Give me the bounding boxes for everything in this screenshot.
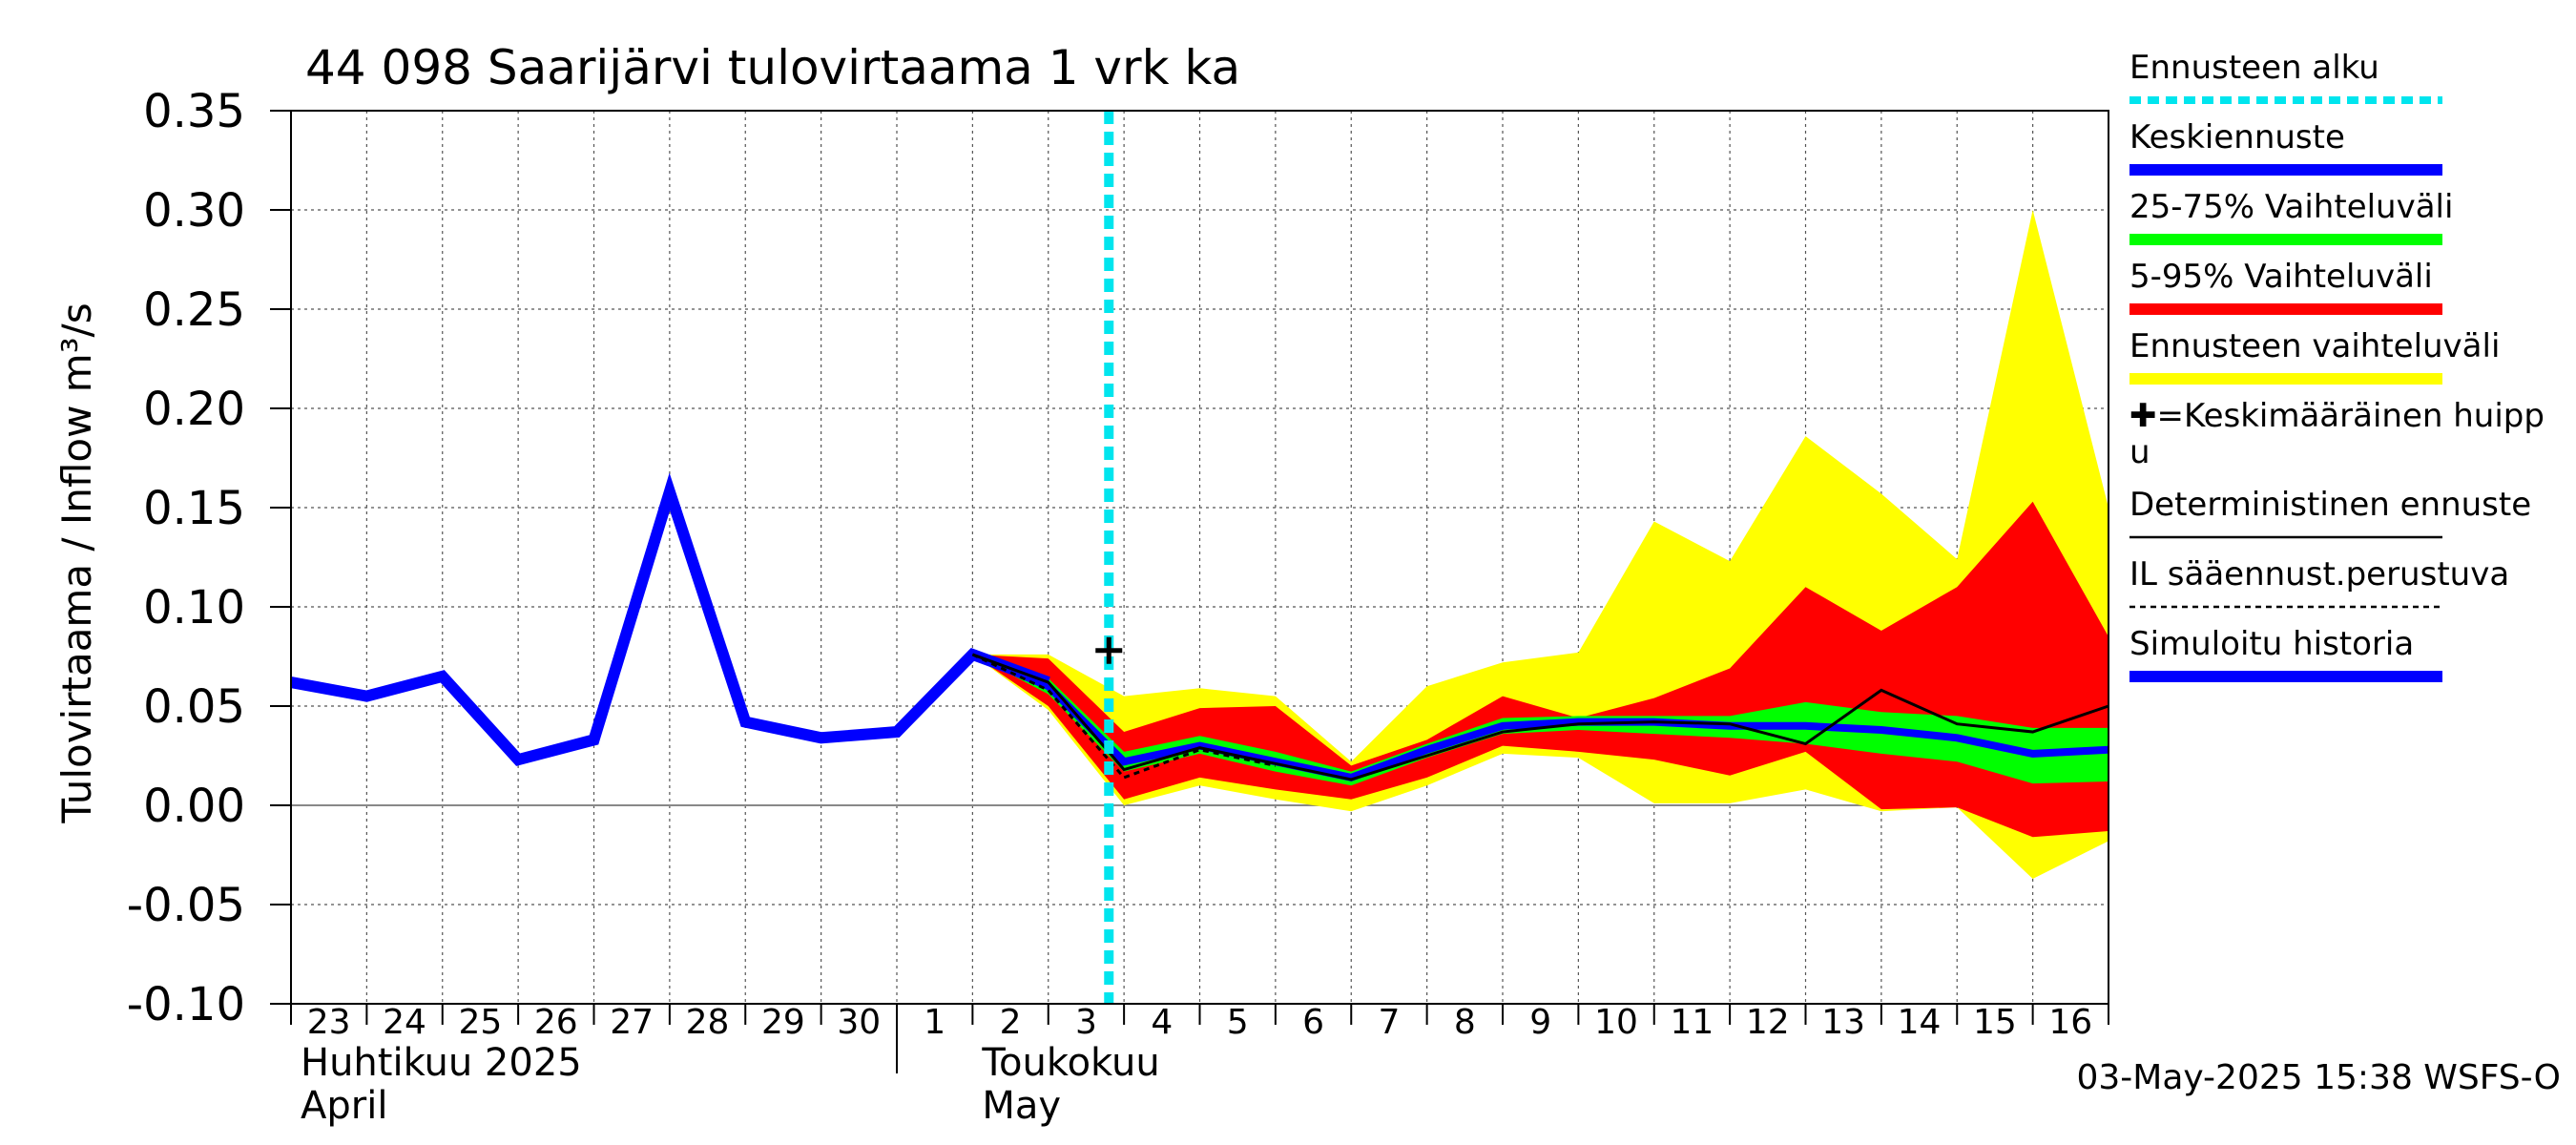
month-label-en: April (301, 1084, 387, 1128)
x-tick-label: 16 (2048, 1003, 2092, 1042)
y-tick-label: 0.25 (143, 283, 245, 337)
y-tick-label: 0.30 (143, 184, 245, 238)
y-axis-label: Tulovirtaama / Inflow m³/s (53, 302, 100, 823)
x-tick-label: 14 (1898, 1003, 1942, 1042)
x-tick-label: 6 (1302, 1003, 1324, 1042)
y-tick-label: -0.05 (127, 879, 245, 932)
x-tick-label: 11 (1671, 1003, 1714, 1042)
legend-label: Simuloitu historia (2129, 625, 2414, 663)
y-tick-label: 0.15 (143, 482, 245, 535)
x-tick-label: 8 (1454, 1003, 1476, 1042)
legend-label: IL sääennust.perustuva (2129, 555, 2509, 593)
x-tick-label: 2 (1000, 1003, 1022, 1042)
month-label: Huhtikuu 2025 (301, 1041, 582, 1085)
footer-timestamp: 03-May-2025 15:38 WSFS-O (2076, 1058, 2561, 1097)
y-tick-label: 0.20 (143, 383, 245, 436)
y-tick-label: 0.35 (143, 85, 245, 138)
x-tick-label: 3 (1075, 1003, 1097, 1042)
x-tick-label: 12 (1746, 1003, 1790, 1042)
simulated-history-line (289, 472, 1050, 766)
x-tick-label: 26 (534, 1003, 578, 1042)
legend-label: 5-95% Vaihteluväli (2129, 258, 2433, 296)
x-tick-label: 13 (1821, 1003, 1865, 1042)
legend-label-continued: u (2129, 433, 2150, 471)
legend-label: Ennusteen vaihteluväli (2129, 327, 2500, 365)
x-tick-label: 29 (761, 1003, 805, 1042)
deterministic-forecast-line (971, 653, 2109, 781)
x-tick-label: 5 (1227, 1003, 1249, 1042)
y-tick-label: 0.00 (143, 780, 245, 833)
x-tick-label: 15 (1973, 1003, 2017, 1042)
x-tick-label: 9 (1529, 1003, 1551, 1042)
median-forecast-line (970, 651, 2109, 782)
x-tick-label: 23 (307, 1003, 351, 1042)
y-tick-label: 0.10 (143, 581, 245, 635)
month-label: Toukokuu (981, 1041, 1159, 1085)
legend-label: Ennusteen alku (2129, 49, 2379, 87)
legend-label: Deterministinen ennuste (2129, 486, 2531, 524)
legend: Ennusteen alku Keskiennuste 25-75% Vaihtel… (2129, 49, 2545, 682)
y-tick-label: 0.05 (143, 680, 245, 734)
x-tick-label: 10 (1594, 1003, 1638, 1042)
il-weather-forecast-line (971, 653, 1277, 780)
x-tick-label: 1 (924, 1003, 945, 1042)
mean-peak-marker (1095, 636, 1123, 664)
legend-label: 25-75% Vaihteluväli (2129, 188, 2453, 226)
band-25-75 (972, 654, 2109, 786)
legend-label: Keskiennuste (2129, 118, 2345, 156)
plot-area: -0.10 -0.05 0.00 0.05 0.10 0.15 0.20 0.25 0.30 0.… (127, 85, 2109, 1128)
month-label-en: May (982, 1084, 1061, 1128)
x-tick-label: 4 (1151, 1003, 1173, 1042)
chart-title: 44 098 Saarijärvi tulovirtaama 1 vrk ka (305, 40, 1240, 95)
x-tick-label: 27 (610, 1003, 654, 1042)
legend-label: ✚=Keskimääräinen huipp (2129, 397, 2545, 435)
y-tick-label: -0.10 (127, 978, 245, 1031)
x-tick-label: 25 (459, 1003, 503, 1042)
x-tick-label: 30 (837, 1003, 881, 1042)
plot-frame (290, 110, 2109, 1005)
x-tick-label: 24 (383, 1003, 426, 1042)
x-tick-label: 28 (686, 1003, 730, 1042)
x-tick-label: 7 (1378, 1003, 1400, 1042)
